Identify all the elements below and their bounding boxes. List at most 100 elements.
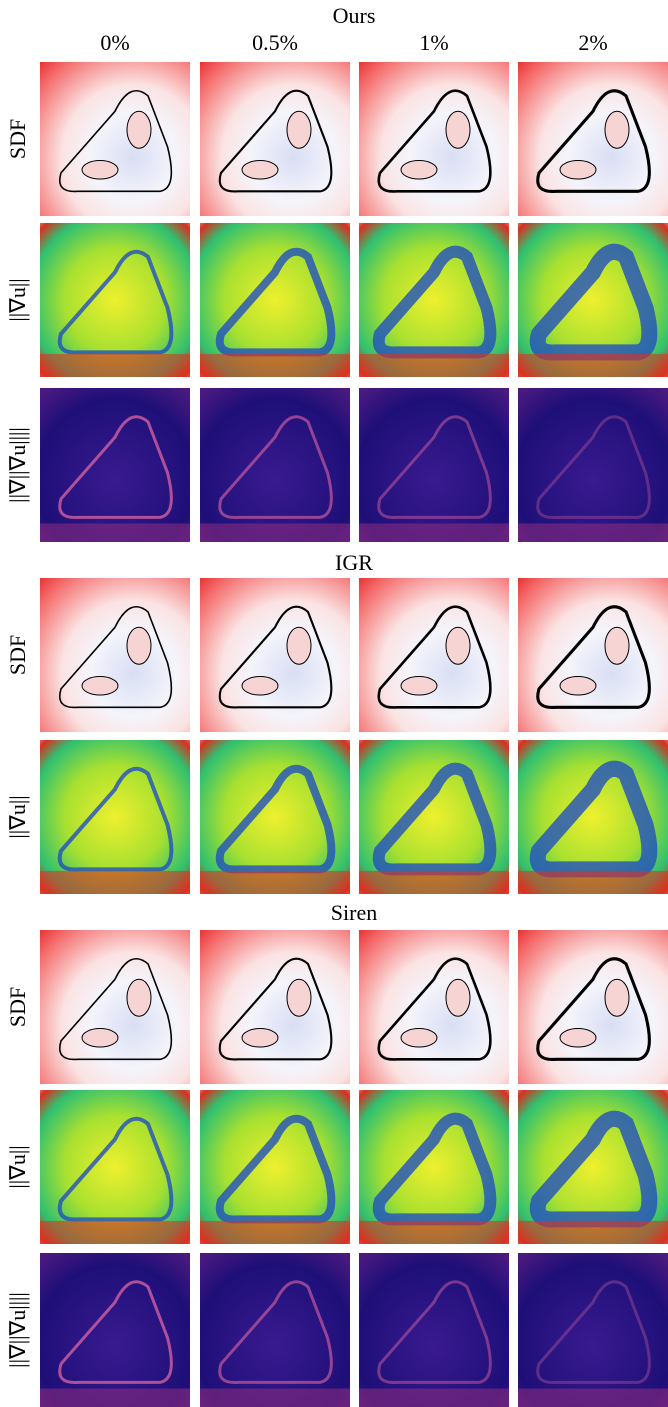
edge-band bbox=[215, 247, 336, 357]
panel-background bbox=[359, 62, 509, 216]
bottom-glow bbox=[40, 1388, 190, 1407]
panel-image bbox=[200, 1253, 350, 1407]
panel-background bbox=[40, 62, 190, 216]
panel-image bbox=[518, 62, 668, 216]
panel-background bbox=[518, 1253, 668, 1407]
row-label: ||∇u|| bbox=[5, 1145, 30, 1188]
contour bbox=[58, 958, 173, 1061]
bottom-glow bbox=[40, 523, 190, 542]
bottom-band bbox=[40, 870, 190, 894]
panel-image bbox=[40, 1090, 190, 1244]
inner-contour bbox=[559, 1028, 597, 1048]
bottom-band bbox=[359, 1220, 509, 1244]
contour bbox=[377, 605, 492, 709]
inner-contour bbox=[286, 978, 312, 1017]
panel-image bbox=[518, 578, 668, 732]
panel-background bbox=[359, 388, 509, 542]
panel-image bbox=[359, 930, 509, 1084]
panel-image bbox=[200, 62, 350, 216]
edge-glow bbox=[536, 1280, 651, 1384]
panel-image bbox=[518, 740, 668, 894]
inner-contour bbox=[400, 160, 438, 180]
panel-image bbox=[200, 223, 350, 377]
inner-contour bbox=[241, 676, 279, 696]
bottom-band bbox=[200, 1220, 350, 1244]
inner-contour bbox=[126, 978, 152, 1017]
inner-contour bbox=[445, 626, 471, 665]
bottom-band bbox=[200, 870, 350, 894]
panel-background bbox=[200, 388, 350, 542]
row-label: ||∇u|| bbox=[5, 795, 30, 838]
inner-contour bbox=[126, 626, 152, 665]
row-label: ||∇||∇u|||| bbox=[5, 427, 30, 503]
inner-contour bbox=[400, 676, 438, 696]
section-title: IGR bbox=[335, 550, 373, 575]
row-label: SDF bbox=[5, 119, 30, 159]
panel-background bbox=[40, 388, 190, 542]
section-title: Siren bbox=[331, 900, 377, 925]
inner-contour bbox=[559, 160, 597, 180]
bottom-glow bbox=[359, 523, 509, 542]
panel-background bbox=[40, 578, 190, 732]
inner-contour bbox=[81, 160, 119, 180]
column-label: 0% bbox=[100, 30, 129, 55]
contour bbox=[58, 90, 173, 193]
bottom-band bbox=[518, 1220, 668, 1244]
edge-band bbox=[529, 243, 658, 361]
bottom-band bbox=[518, 870, 668, 894]
panel-image bbox=[359, 1090, 509, 1244]
panel-image bbox=[200, 578, 350, 732]
panel-image bbox=[518, 1253, 668, 1407]
contour bbox=[218, 89, 333, 193]
edge-band bbox=[372, 245, 497, 359]
panel-background bbox=[359, 578, 509, 732]
panel-image bbox=[359, 62, 509, 216]
inner-contour bbox=[286, 110, 312, 149]
panel-image bbox=[518, 388, 668, 542]
edge-band bbox=[529, 760, 658, 878]
bottom-band bbox=[518, 353, 668, 377]
contour bbox=[536, 89, 651, 193]
panel-image bbox=[40, 578, 190, 732]
row-label: SDF bbox=[5, 987, 30, 1027]
panel-image bbox=[40, 62, 190, 216]
panel-image bbox=[40, 930, 190, 1084]
inner-contour bbox=[81, 1028, 119, 1048]
bottom-band bbox=[40, 353, 190, 377]
edge-band bbox=[215, 1114, 336, 1224]
inner-contour bbox=[604, 626, 630, 665]
contour bbox=[536, 957, 651, 1061]
inner-contour bbox=[445, 978, 471, 1017]
inner-contour bbox=[604, 110, 630, 149]
contour bbox=[536, 605, 651, 709]
panel-image bbox=[359, 740, 509, 894]
contour bbox=[218, 957, 333, 1061]
inner-contour bbox=[241, 1028, 279, 1048]
inner-contour bbox=[559, 676, 597, 696]
edge-band bbox=[372, 1112, 497, 1226]
inner-contour bbox=[81, 676, 119, 696]
edge-band bbox=[57, 249, 174, 355]
panel-background bbox=[359, 1253, 509, 1407]
edge-band bbox=[529, 1110, 658, 1228]
bottom-glow bbox=[359, 1388, 509, 1407]
panel-image bbox=[359, 388, 509, 542]
panel-background bbox=[200, 1253, 350, 1407]
panel-background bbox=[518, 388, 668, 542]
row-label: ||∇u|| bbox=[5, 278, 30, 321]
edge-glow bbox=[536, 415, 651, 519]
panel-image bbox=[40, 740, 190, 894]
column-label: 0.5% bbox=[252, 30, 298, 55]
row-label: ||∇||∇u|||| bbox=[5, 1292, 30, 1368]
inner-contour bbox=[400, 1028, 438, 1048]
panel-image bbox=[40, 1253, 190, 1407]
panel-background bbox=[200, 62, 350, 216]
edge-glow bbox=[377, 415, 492, 519]
edge-band bbox=[57, 766, 174, 872]
section-title: Ours bbox=[333, 3, 376, 28]
bottom-glow bbox=[200, 1388, 350, 1407]
row-label: SDF bbox=[5, 635, 30, 675]
edge-band bbox=[372, 762, 497, 876]
inner-contour bbox=[241, 160, 279, 180]
panel-image bbox=[200, 388, 350, 542]
